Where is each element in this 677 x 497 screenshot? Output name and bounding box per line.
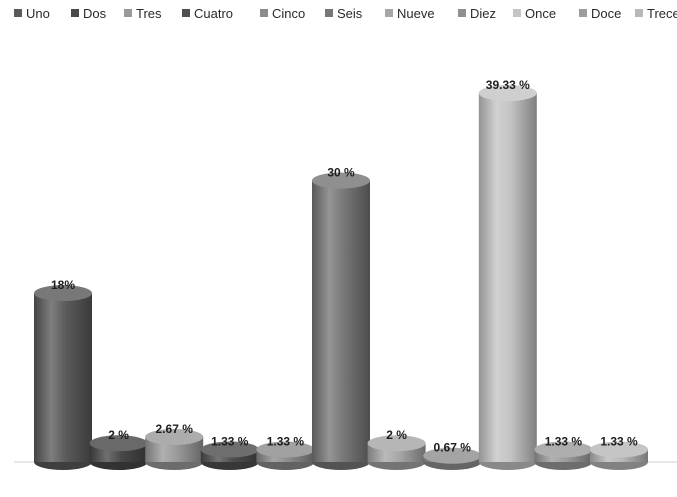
legend-label-doce: Doce [591, 6, 621, 21]
bar-cuatro [200, 441, 259, 470]
legend-swatch-trece [635, 9, 643, 17]
data-label-diez: 0.67 % [434, 441, 472, 455]
bar-tres [145, 428, 204, 470]
bar-doce [534, 441, 593, 470]
data-label-dos: 2 % [108, 428, 129, 442]
bar-cinco-top [256, 441, 315, 458]
data-label-tres: 2.67 % [156, 422, 194, 436]
bar-seis-body [312, 180, 370, 463]
legend-swatch-cinco [260, 9, 268, 17]
data-label-cinco: 1.33 % [267, 435, 305, 449]
legend-label-once: Once [525, 6, 556, 21]
legend-item-nueve: Nueve [385, 6, 435, 21]
legend-swatch-once [513, 9, 521, 17]
data-label-trece: 1.33 % [600, 435, 638, 449]
data-label-uno: 18% [51, 278, 75, 292]
legend-swatch-diez [458, 9, 466, 17]
bar-nueve-top [367, 435, 426, 452]
legend-item-seis: Seis [325, 6, 363, 21]
legend-swatch-dos [71, 9, 79, 17]
legend-item-cuatro: Cuatro [182, 6, 233, 21]
data-label-seis: 30 % [327, 166, 355, 180]
legend-label-trece: Trece [647, 6, 677, 21]
bar-trece-top [590, 441, 648, 458]
bar-uno [34, 285, 92, 470]
bar-uno-body [34, 293, 92, 462]
legend-label-diez: Diez [470, 6, 496, 21]
legend-item-uno: Uno [14, 6, 50, 21]
legend-item-cinco: Cinco [260, 6, 305, 21]
bar-dos-top [89, 435, 148, 452]
legend-swatch-seis [325, 9, 333, 17]
bar-trece [590, 441, 648, 470]
legend-label-dos: Dos [83, 6, 107, 21]
bar-once-top [478, 85, 537, 102]
legend-label-cuatro: Cuatro [194, 6, 233, 21]
legend-item-doce: Doce [579, 6, 621, 21]
bar-seis [312, 172, 370, 470]
bar-uno-top [34, 285, 92, 302]
legend-item-trece: Trece [635, 6, 677, 21]
legend-label-seis: Seis [337, 6, 363, 21]
legend-label-uno: Uno [26, 6, 50, 21]
legend-item-once: Once [513, 6, 556, 21]
bar-cuatro-top [200, 441, 259, 458]
bar-diez [423, 447, 482, 470]
legend-item-diez: Diez [458, 6, 496, 21]
data-label-doce: 1.33 % [545, 435, 583, 449]
bar-diez-top [423, 447, 482, 464]
bar-cinco [256, 441, 315, 470]
legend-swatch-tres [124, 9, 132, 17]
bar-once-body [478, 93, 537, 462]
bar-once [478, 85, 537, 470]
legend-swatch-uno [14, 9, 22, 17]
legend: Uno Dos Tres Cuatro Cinco Seis Nueve Diez Once Do… [14, 6, 677, 21]
legend-item-tres: Tres [124, 6, 162, 21]
legend-label-nueve: Nueve [397, 6, 435, 21]
legend-swatch-cuatro [182, 9, 190, 17]
data-label-cuatro: 1.33 % [211, 435, 249, 449]
legend-swatch-nueve [385, 9, 393, 17]
data-label-once: 39.33 % [486, 78, 530, 92]
bar-nueve [367, 435, 426, 470]
legend-swatch-doce [579, 9, 587, 17]
legend-label-cinco: Cinco [272, 6, 305, 21]
bar-seis-top [312, 172, 370, 189]
bar-tres-top [145, 428, 204, 445]
legend-item-dos: Dos [71, 6, 107, 21]
bar-doce-top [534, 441, 593, 458]
bar-dos [89, 435, 148, 470]
data-labels: 18% 2 % 2.67 % 1.33 % 1.33 % 30 % 2 % 0.67 % 39.… [51, 78, 638, 455]
bars [34, 85, 648, 470]
data-label-nueve: 2 % [386, 428, 407, 442]
legend-label-tres: Tres [136, 6, 162, 21]
